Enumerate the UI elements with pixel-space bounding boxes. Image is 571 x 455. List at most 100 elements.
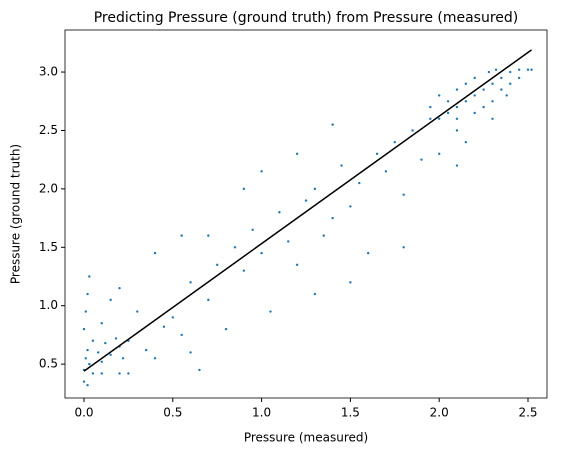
scatter-point xyxy=(86,383,89,387)
scatter-point xyxy=(437,94,441,97)
scatter-point xyxy=(295,263,299,267)
scatter-point xyxy=(402,193,405,196)
scatter-point xyxy=(287,240,290,243)
scatter-point xyxy=(375,152,379,156)
scatter-point xyxy=(162,325,166,328)
x-axis-label: Pressure (measured) xyxy=(244,431,368,445)
x-tick-label: 1.5 xyxy=(341,406,360,420)
scatter-point xyxy=(429,117,432,120)
scatter-point xyxy=(295,152,299,156)
scatter-point xyxy=(198,368,201,372)
scatter-point xyxy=(269,310,272,313)
chart-title: Predicting Pressure (ground truth) from … xyxy=(94,10,519,26)
scatter-point xyxy=(358,181,361,185)
scatter-point xyxy=(455,88,459,91)
scatter-point xyxy=(505,94,508,97)
scatter-point xyxy=(402,246,405,249)
scatter-point xyxy=(100,372,103,375)
scatter-point xyxy=(322,234,325,237)
scatter-point xyxy=(251,228,254,231)
x-tick-label: 2.5 xyxy=(518,406,537,420)
scatter-point xyxy=(153,357,157,360)
scatter-point xyxy=(216,263,219,267)
scatter-point xyxy=(487,70,491,74)
scatter-point xyxy=(304,199,308,202)
scatter-point xyxy=(233,246,237,249)
scatter-point xyxy=(464,82,468,85)
scatter-point xyxy=(97,351,100,354)
scatter-point xyxy=(242,187,246,191)
scatter-point xyxy=(491,82,494,85)
fit-line xyxy=(83,49,532,372)
x-tick-label: 0.5 xyxy=(163,406,182,420)
scatter-point xyxy=(171,316,175,319)
scatter-point xyxy=(121,357,125,360)
scatter-point xyxy=(446,111,450,115)
x-tick-label: 0.0 xyxy=(74,406,93,420)
scatter-point xyxy=(455,117,459,120)
scatter-point xyxy=(114,337,118,340)
scatter-point xyxy=(86,348,89,352)
scatter-point xyxy=(411,129,414,132)
y-axis-label: Pressure (ground truth) xyxy=(9,144,23,284)
scatter-point xyxy=(136,310,139,313)
scatter-point xyxy=(127,372,130,375)
scatter-point xyxy=(437,117,441,120)
scatter-point xyxy=(455,105,459,109)
scatter-point xyxy=(437,152,441,156)
y-tick-label: 0.5 xyxy=(39,357,58,371)
scatter-point xyxy=(242,269,246,272)
y-tick-label: 3.0 xyxy=(39,65,58,79)
scatter-point xyxy=(349,281,352,284)
scatter-point xyxy=(189,351,192,354)
scatter-point xyxy=(446,100,450,103)
scatter-point xyxy=(500,76,503,80)
y-tick-label: 1.5 xyxy=(39,240,58,254)
scatter-point xyxy=(313,292,317,296)
scatter-point xyxy=(207,234,210,237)
scatter-point xyxy=(530,68,533,71)
scatter-point xyxy=(366,251,370,255)
y-tick-label: 2.5 xyxy=(39,123,58,137)
scatter-point xyxy=(109,353,112,356)
scatter-point xyxy=(91,339,95,342)
scatter-point xyxy=(260,170,263,173)
scatter-point xyxy=(340,164,343,167)
scatter-point xyxy=(153,251,157,255)
scatter-point xyxy=(482,88,485,91)
scatter-point xyxy=(180,333,183,337)
scatter-point xyxy=(384,170,388,173)
scatter-point xyxy=(429,105,432,109)
scatter-point xyxy=(331,216,334,220)
scatter-point xyxy=(82,380,86,383)
scatter-point xyxy=(482,105,485,109)
plot-frame xyxy=(64,29,548,399)
scatter-point xyxy=(491,117,494,120)
scatter-point xyxy=(224,327,228,331)
scatter-point xyxy=(473,94,476,97)
scatter-point xyxy=(109,298,112,302)
scatter-point xyxy=(100,360,103,363)
scatter-point xyxy=(313,187,317,191)
scatter-point xyxy=(491,100,494,103)
scatter-point xyxy=(331,123,334,126)
scatter-point xyxy=(509,70,512,74)
scatter-point xyxy=(517,68,521,71)
scatter-point xyxy=(180,234,183,237)
scatter-point xyxy=(420,158,423,161)
scatter-point xyxy=(118,286,121,290)
scatter-point xyxy=(91,372,95,375)
scatter-point xyxy=(393,140,396,144)
scatter-point xyxy=(349,205,352,208)
scatter-point xyxy=(118,372,121,375)
scatter-point xyxy=(473,111,476,115)
scatter-point xyxy=(500,88,503,91)
scatter-point xyxy=(144,348,148,352)
y-tick-label: 1.0 xyxy=(39,298,58,312)
x-tick-label: 2.0 xyxy=(430,406,449,420)
scatter-point xyxy=(526,68,530,71)
x-tick-label: 1.0 xyxy=(252,406,271,420)
scatter-point xyxy=(88,275,91,278)
scatter-point xyxy=(88,362,91,366)
